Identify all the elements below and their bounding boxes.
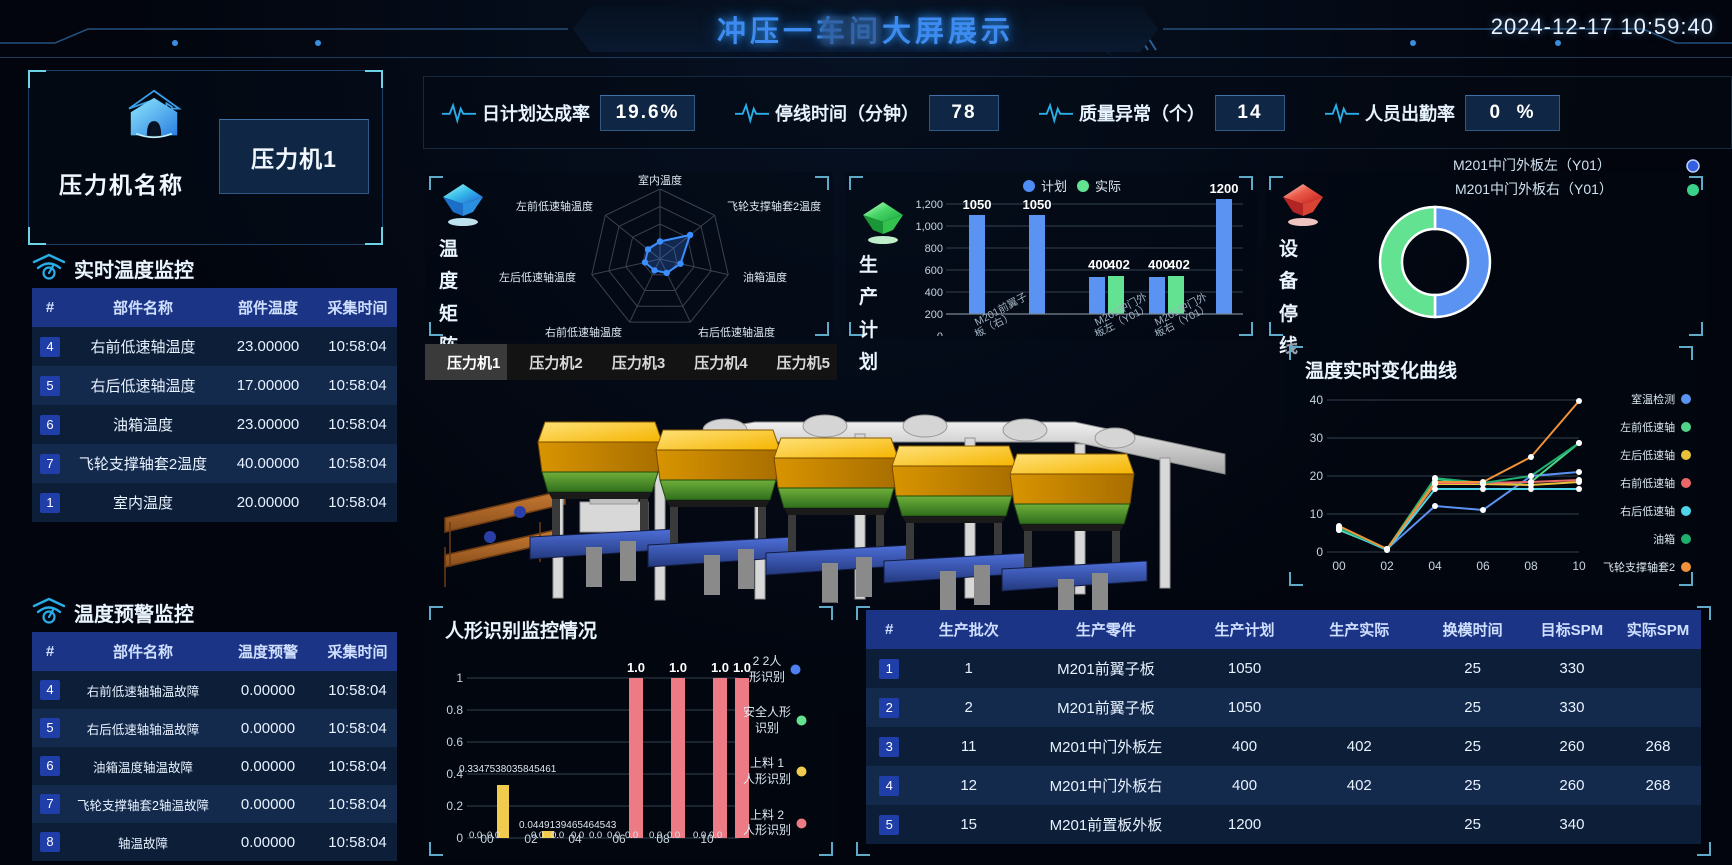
svg-text:10: 10 <box>1310 507 1324 521</box>
svg-text:0.0: 0.0 <box>607 830 620 841</box>
svg-text:右后低速轴温度: 右后低速轴温度 <box>698 325 775 339</box>
svg-text:右前低速轴温度: 右前低速轴温度 <box>545 325 622 339</box>
svg-text:800: 800 <box>925 243 943 255</box>
svg-text:0.3347538035845461: 0.3347538035845461 <box>459 764 557 775</box>
svg-text:600: 600 <box>925 265 943 277</box>
svg-text:40: 40 <box>1310 393 1324 407</box>
svg-text:0.8: 0.8 <box>446 703 463 717</box>
svg-text:06: 06 <box>1476 559 1490 573</box>
svg-text:0.0: 0.0 <box>649 830 662 841</box>
svg-text:0.0: 0.0 <box>487 830 500 841</box>
svg-text:20: 20 <box>1310 469 1324 483</box>
svg-text:402: 402 <box>1108 257 1130 272</box>
svg-text:左后低速轴温度: 左后低速轴温度 <box>499 270 576 284</box>
svg-text:0.2: 0.2 <box>446 799 463 813</box>
svg-text:飞轮支撑轴套2温度: 飞轮支撑轴套2温度 <box>727 199 821 213</box>
svg-text:402: 402 <box>1168 257 1190 272</box>
svg-text:0.0: 0.0 <box>589 830 602 841</box>
svg-text:0.0: 0.0 <box>625 830 638 841</box>
svg-text:400: 400 <box>1148 257 1170 272</box>
svg-text:0.0: 0.0 <box>667 830 680 841</box>
svg-text:0.6: 0.6 <box>446 735 463 749</box>
svg-text:00: 00 <box>1332 559 1346 573</box>
svg-text:02: 02 <box>1380 559 1394 573</box>
svg-text:1.0: 1.0 <box>669 660 687 675</box>
svg-text:室内温度: 室内温度 <box>638 174 682 187</box>
svg-text:1.0: 1.0 <box>627 660 645 675</box>
svg-text:0.0: 0.0 <box>469 830 482 841</box>
svg-text:0: 0 <box>456 831 463 845</box>
svg-text:0.0: 0.0 <box>693 830 706 841</box>
svg-text:10: 10 <box>1572 559 1586 573</box>
svg-text:1.0: 1.0 <box>711 660 729 675</box>
svg-text:0.0: 0.0 <box>709 830 722 841</box>
svg-text:0: 0 <box>1316 545 1323 559</box>
svg-text:1050: 1050 <box>1023 197 1052 212</box>
svg-text:1,200: 1,200 <box>915 199 943 211</box>
svg-text:1,000: 1,000 <box>915 221 943 233</box>
svg-text:0.0: 0.0 <box>551 830 564 841</box>
svg-text:0.0: 0.0 <box>531 830 544 841</box>
svg-text:1200: 1200 <box>1210 181 1239 196</box>
svg-text:1: 1 <box>456 671 463 685</box>
svg-text:200: 200 <box>925 309 943 321</box>
svg-text:08: 08 <box>1524 559 1538 573</box>
svg-text:0.0: 0.0 <box>571 830 584 841</box>
svg-text:400: 400 <box>1088 257 1110 272</box>
svg-text:实际: 实际 <box>1095 179 1121 194</box>
svg-text:左前低速轴温度: 左前低速轴温度 <box>516 199 593 213</box>
svg-text:油箱温度: 油箱温度 <box>743 270 787 284</box>
svg-text:30: 30 <box>1310 431 1324 445</box>
svg-text:计划: 计划 <box>1041 179 1067 194</box>
svg-text:04: 04 <box>1428 559 1442 573</box>
svg-text:1050: 1050 <box>963 197 992 212</box>
svg-text:400: 400 <box>925 287 943 299</box>
svg-text:0: 0 <box>937 331 943 336</box>
